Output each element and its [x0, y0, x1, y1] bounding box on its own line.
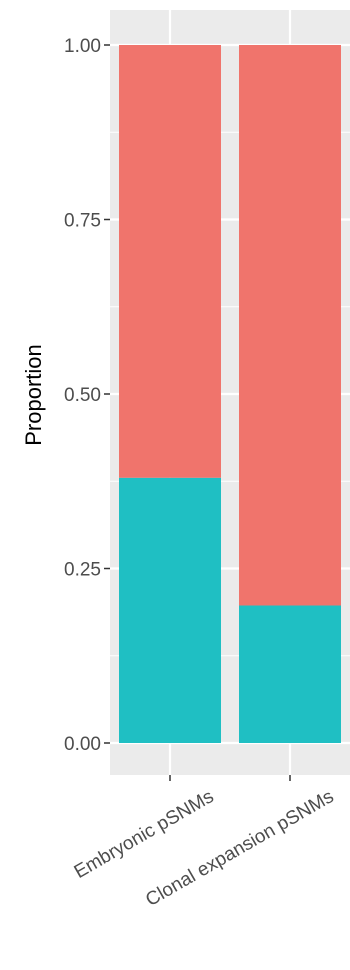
x-tick-label: Clonal expansion pSNMs — [142, 786, 337, 911]
y-tick-label: 0.25 — [64, 560, 101, 581]
bar-segment-upper-0 — [119, 45, 221, 478]
y-tick-label: 0.00 — [64, 734, 101, 755]
y-tick-label: 0.75 — [64, 211, 101, 232]
y-tick-label: 1.00 — [64, 36, 101, 57]
y-axis-title: Proportion — [21, 344, 46, 446]
bar-segment-lower-1 — [239, 605, 341, 743]
bar-segment-upper-1 — [239, 45, 341, 606]
y-tick-label: 0.50 — [64, 385, 101, 406]
bar-segment-lower-0 — [119, 477, 221, 743]
bars — [119, 45, 341, 743]
y-axis: 0.00 0.25 0.50 0.75 1.00 — [64, 36, 110, 755]
